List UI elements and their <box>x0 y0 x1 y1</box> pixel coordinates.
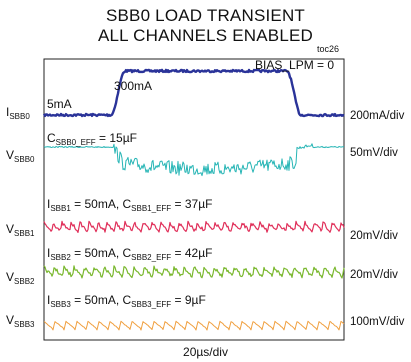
toc-label: toc26 <box>317 44 340 54</box>
sbb1-annotation: ISBB1 = 50mA, CSBB1_EFF = 37µF <box>47 197 213 213</box>
vsbb3-channel-label: VSBB3 <box>6 313 35 329</box>
isbb0-scale-label: 200mA/div <box>350 110 405 122</box>
vsbb0-channel-label: VSBB0 <box>6 148 35 164</box>
plot-frame <box>43 58 345 341</box>
vsbb0-scale-label: 50mV/div <box>350 147 398 159</box>
vsbb2-trace <box>43 265 345 279</box>
vsbb1-scale-label: 20mV/div <box>350 230 398 242</box>
vsbb0-trace <box>43 143 345 177</box>
traces-group <box>42 68 345 331</box>
vsbb2-channel-label: VSBB2 <box>6 270 35 286</box>
cap0-annotation: CSBB0_EFF = 15µF <box>47 131 137 147</box>
isbb0-trace <box>42 68 345 118</box>
vsbb1-channel-label: VSBB1 <box>6 222 35 238</box>
vsbb3-trace <box>43 320 345 331</box>
chart-title-line1: SBB0 LOAD TRANSIENT <box>105 6 306 25</box>
low-current-annotation: 5mA <box>47 97 72 111</box>
bias-annotation: BIAS_LPM = 0 <box>255 58 335 72</box>
chart-title-line2: ALL CHANNELS ENABLED <box>97 26 313 45</box>
vsbb2-scale-label: 20mV/div <box>350 269 398 281</box>
high-current-annotation: 300mA <box>114 79 153 93</box>
vsbb1-trace <box>43 220 345 233</box>
vsbb3-scale-label: 100mV/div <box>350 316 405 328</box>
x-axis-label: 20µs/div <box>183 345 228 359</box>
sbb2-annotation: ISBB2 = 50mA, CSBB2_EFF = 42µF <box>47 246 213 262</box>
sbb3-annotation: ISBB3 = 50mA, CSBB3_EFF = 9µF <box>47 293 206 309</box>
isbb0-channel-label: ISBB0 <box>6 105 30 121</box>
